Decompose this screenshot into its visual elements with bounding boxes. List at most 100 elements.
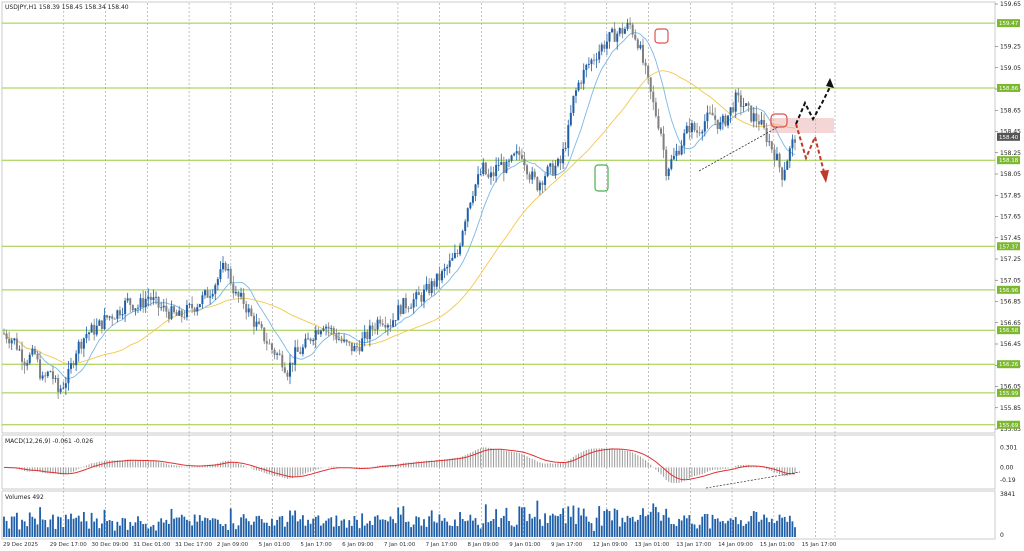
candle-body bbox=[191, 304, 194, 309]
candle-body bbox=[234, 291, 237, 294]
volume-bar bbox=[320, 525, 322, 537]
volume-bar bbox=[727, 520, 729, 537]
volume-bar bbox=[343, 519, 346, 537]
candle-body bbox=[62, 387, 65, 389]
volume-bar bbox=[363, 525, 366, 537]
volume-bar bbox=[317, 515, 320, 537]
volume-bar bbox=[348, 520, 351, 537]
volume-bar bbox=[332, 526, 335, 537]
candle-body bbox=[441, 271, 444, 281]
volume-bar bbox=[54, 528, 57, 537]
candle-body bbox=[641, 44, 644, 63]
volume-bar bbox=[598, 506, 601, 537]
candle-body bbox=[335, 333, 338, 340]
volume-bar bbox=[8, 528, 11, 537]
bullish-arrowhead bbox=[826, 78, 834, 88]
candle-body bbox=[301, 347, 304, 354]
volume-bar bbox=[402, 506, 405, 537]
candle-body bbox=[64, 383, 67, 388]
candle-body bbox=[685, 125, 688, 134]
volume-bar bbox=[108, 519, 111, 537]
volume-bar bbox=[374, 516, 376, 537]
candle-body bbox=[794, 139, 796, 143]
volume-bar bbox=[461, 519, 464, 537]
candle-body bbox=[157, 296, 160, 308]
volume-bar bbox=[335, 515, 338, 537]
macd-tick-label: 0.00 bbox=[1000, 464, 1014, 471]
candle-body bbox=[80, 341, 83, 349]
volume-bar bbox=[495, 509, 498, 537]
volume-bar bbox=[124, 518, 126, 537]
candle-body bbox=[363, 331, 366, 339]
candle-body bbox=[678, 150, 681, 155]
volume-bar bbox=[353, 515, 356, 537]
volume-bar bbox=[554, 515, 557, 537]
candle-body bbox=[616, 33, 619, 42]
candle-body bbox=[657, 116, 660, 129]
volume-bar bbox=[384, 519, 387, 537]
volume-bar bbox=[286, 521, 289, 537]
volume-bar bbox=[526, 521, 528, 537]
price-tick-label: 159.65 bbox=[1000, 1, 1021, 8]
volume-bar bbox=[265, 522, 268, 537]
candle-body bbox=[783, 169, 786, 180]
candle-body bbox=[88, 332, 91, 335]
resistance-zone bbox=[770, 118, 834, 133]
macd-tick-label: -0.19 bbox=[1000, 477, 1016, 484]
volume-bar bbox=[466, 520, 469, 537]
volume-bar bbox=[765, 517, 768, 537]
candle-body bbox=[126, 298, 129, 301]
candle-body bbox=[479, 173, 482, 175]
volume-bar bbox=[634, 521, 637, 537]
candle-body bbox=[44, 375, 47, 377]
volume-bar bbox=[227, 529, 230, 537]
volume-bar bbox=[222, 525, 224, 537]
volume-bar bbox=[3, 516, 5, 537]
volume-bar bbox=[165, 519, 168, 537]
volume-bar bbox=[747, 521, 750, 537]
volume-bar bbox=[768, 522, 771, 537]
volume-bar bbox=[253, 521, 255, 537]
candle-body bbox=[515, 151, 518, 154]
candle-body bbox=[430, 281, 433, 294]
candle-body bbox=[711, 112, 714, 116]
macd-header: MACD(12,26,9) -0.061 -0.026 bbox=[5, 438, 93, 445]
volume-bar bbox=[64, 514, 67, 537]
volume-bar bbox=[155, 530, 157, 537]
candle-body bbox=[23, 361, 26, 366]
candle-body bbox=[381, 323, 384, 325]
price-tick-label: 156.45 bbox=[1000, 341, 1021, 348]
volume-bar bbox=[482, 523, 485, 537]
volume-bar bbox=[106, 520, 108, 537]
volume-bar bbox=[173, 518, 175, 537]
candle-body bbox=[175, 312, 178, 316]
volume-bar bbox=[593, 530, 595, 537]
volume-bar bbox=[639, 514, 642, 537]
volume-bar bbox=[716, 518, 719, 537]
candle-body bbox=[180, 310, 183, 317]
volume-bar bbox=[405, 522, 407, 537]
candle-body bbox=[10, 340, 13, 344]
candle-body bbox=[103, 315, 106, 329]
volume-bar bbox=[191, 525, 193, 537]
volume-bar bbox=[296, 521, 299, 537]
price-tick-label: 156.85 bbox=[1000, 299, 1021, 306]
volume-bar bbox=[167, 523, 170, 537]
candle-body bbox=[337, 339, 340, 341]
volume-bar bbox=[371, 525, 374, 537]
candle-body bbox=[714, 115, 717, 120]
time-tick-label: 5 Jan 17:00 bbox=[300, 542, 332, 548]
volume-bar bbox=[21, 519, 23, 537]
candle-body bbox=[773, 149, 776, 161]
candle-body bbox=[54, 377, 57, 379]
candle-body bbox=[417, 292, 420, 296]
candle-body bbox=[484, 162, 487, 175]
volume-bar bbox=[546, 522, 549, 537]
candle-body bbox=[100, 320, 103, 329]
volume-bar bbox=[652, 503, 655, 537]
volume-bar bbox=[111, 520, 114, 537]
volume-bar bbox=[196, 521, 199, 537]
volume-bar bbox=[77, 515, 80, 537]
volume-bar bbox=[613, 508, 616, 537]
candle-body bbox=[788, 148, 791, 162]
